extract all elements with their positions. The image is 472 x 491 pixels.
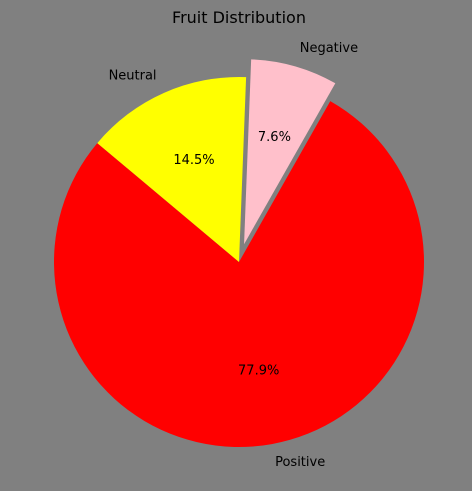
slice-percent-positive: 77.9% [238, 364, 279, 379]
pie-slices [54, 59, 424, 447]
pie-slice-neutral [97, 76, 247, 262]
slice-label-negative: Negative [300, 41, 358, 56]
slice-percent-neutral: 14.5% [173, 153, 214, 168]
slice-percent-negative: 7.6% [258, 130, 291, 145]
pie-labels: Positive 77.9% Negative 7.6% Neutral 14.5% [109, 41, 359, 470]
chart-title: Fruit Distribution [172, 8, 306, 27]
slice-label-positive: Positive [275, 455, 325, 470]
pie-slice-negative [244, 59, 336, 245]
pie-slice-positive [54, 101, 424, 447]
slice-label-neutral: Neutral [109, 68, 157, 83]
